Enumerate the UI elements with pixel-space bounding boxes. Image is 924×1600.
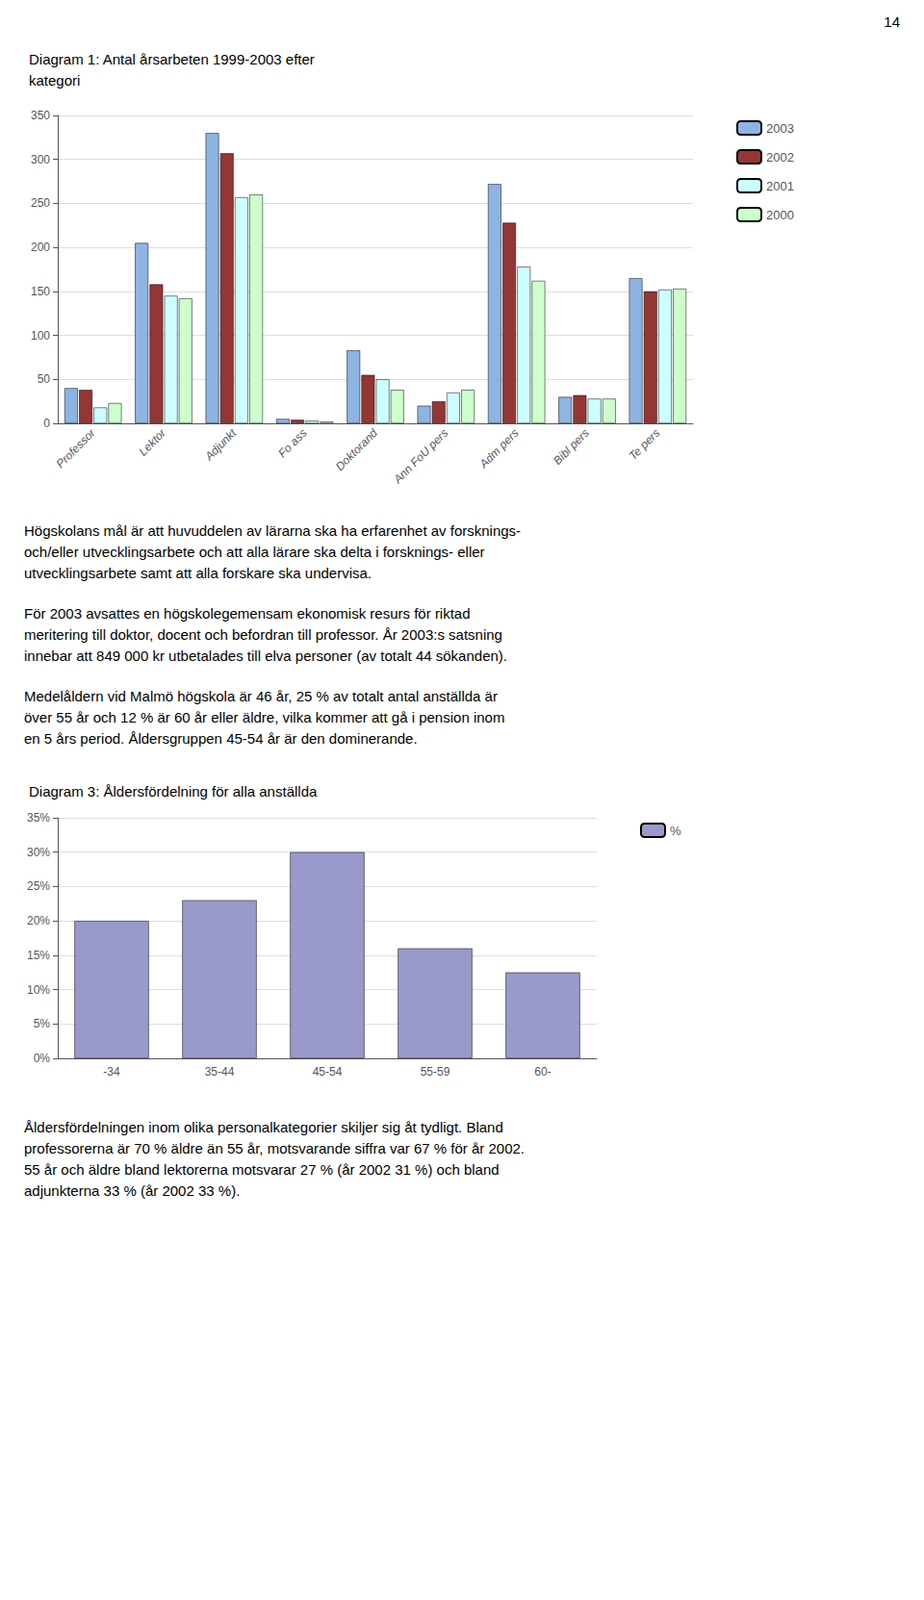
svg-text:20%: 20% <box>26 914 51 928</box>
svg-text:Doktorand: Doktorand <box>333 426 381 474</box>
svg-text:2002: 2002 <box>766 150 795 165</box>
svg-text:100: 100 <box>30 329 51 343</box>
svg-text:innebar att 849 000 kr utbetal: innebar att 849 000 kr utbetalades till … <box>24 647 508 665</box>
svg-text:Ann FoU pers: Ann FoU pers <box>389 426 451 488</box>
svg-text:en 5 års period. Åldersgruppen: en 5 års period. Åldersgruppen 45-54 år … <box>24 730 418 747</box>
svg-text:250: 250 <box>30 196 51 210</box>
svg-text:Adm pers: Adm pers <box>476 426 522 472</box>
svg-text:och/eller utvecklingsarbete oc: och/eller utvecklingsarbete och att alla… <box>24 543 486 561</box>
svg-text:Adjunkt: Adjunkt <box>201 426 239 464</box>
svg-text:Högskolans mål är att huvuddel: Högskolans mål är att huvuddelen av lära… <box>24 522 521 539</box>
svg-text:2001: 2001 <box>766 179 795 194</box>
svg-text:300: 300 <box>30 153 51 167</box>
svg-text:25%: 25% <box>26 879 51 894</box>
svg-text:30%: 30% <box>26 846 51 860</box>
svg-text:Lektor: Lektor <box>135 425 169 459</box>
svg-text:Bibl pers: Bibl pers <box>550 426 592 468</box>
svg-text:45-54: 45-54 <box>312 1065 343 1079</box>
svg-text:kategori: kategori <box>28 72 80 89</box>
svg-text:professorerna är 70 % äldre än: professorerna är 70 % äldre än 55 år, mo… <box>24 1140 525 1157</box>
svg-text:0: 0 <box>43 416 51 431</box>
svg-text:%: % <box>669 823 682 839</box>
svg-text:över 55 år och 12 % är 60 år e: över 55 år och 12 % är 60 år eller äldre… <box>24 709 505 726</box>
svg-text:-34: -34 <box>102 1065 121 1079</box>
svg-text:0%: 0% <box>33 1052 52 1066</box>
svg-text:För 2003 avsattes en högskoleg: För 2003 avsattes en högskolegemensam ek… <box>24 605 471 622</box>
svg-text:35%: 35% <box>26 811 51 825</box>
svg-text:15%: 15% <box>26 949 51 963</box>
svg-text:utvecklingsarbete samt att all: utvecklingsarbete samt att alla forskare… <box>24 564 372 582</box>
svg-text:Fo ass: Fo ass <box>275 426 309 461</box>
svg-text:55 år och äldre bland lektorer: 55 år och äldre bland lektorerna motsvar… <box>24 1161 500 1179</box>
svg-text:14: 14 <box>883 13 900 30</box>
svg-text:5%: 5% <box>33 1017 52 1031</box>
svg-text:2000: 2000 <box>766 207 795 223</box>
svg-text:meritering till doktor, docent: meritering till doktor, docent och befor… <box>24 626 503 643</box>
svg-text:350: 350 <box>30 108 51 123</box>
svg-text:adjunkterna 33 % (år 2002 33 %: adjunkterna 33 % (år 2002 33 %). <box>24 1182 240 1200</box>
svg-text:Åldersfördelningen inom olika: Åldersfördelningen inom olika personalka… <box>24 1119 504 1136</box>
svg-text:2003: 2003 <box>766 121 795 136</box>
svg-text:55-59: 55-59 <box>420 1065 451 1079</box>
svg-text:35-44: 35-44 <box>205 1065 235 1079</box>
svg-text:10%: 10% <box>26 983 51 998</box>
svg-text:Diagram 3: Åldersfördelning fö: Diagram 3: Åldersfördelning för alla ans… <box>28 783 318 800</box>
svg-text:Diagram 1: Antal årsarbeten 19: Diagram 1: Antal årsarbeten 1999-2003 ef… <box>28 51 315 68</box>
svg-text:150: 150 <box>30 284 51 299</box>
svg-text:Professor: Professor <box>52 425 99 471</box>
svg-text:50: 50 <box>37 372 52 386</box>
svg-text:60-: 60- <box>534 1065 551 1079</box>
svg-text:200: 200 <box>30 240 51 255</box>
svg-text:Te pers: Te pers <box>625 426 663 463</box>
svg-text:Medelåldern vid Malmö högskola: Medelåldern vid Malmö högskola är 46 år,… <box>24 688 498 705</box>
